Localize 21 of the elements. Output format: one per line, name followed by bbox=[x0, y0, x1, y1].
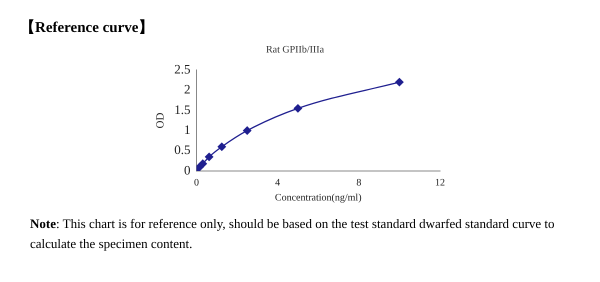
y-tick-label: 0.5 bbox=[174, 142, 190, 158]
x-tick-label: 0 bbox=[194, 178, 199, 189]
point bbox=[204, 152, 214, 162]
y-tick-label: 0 bbox=[184, 162, 190, 178]
point bbox=[198, 160, 207, 168]
point bbox=[395, 78, 404, 86]
point bbox=[243, 126, 252, 135]
chart-title: Rat GPIIb/IIIa bbox=[266, 44, 325, 56]
y-axis-title: OD bbox=[154, 112, 166, 128]
point bbox=[218, 142, 226, 151]
text: Note: This chart is for reference only, should be based on the test standard dwarfed standard curve to calculate the specimen content. bbox=[30, 215, 556, 253]
y-tick-label: 2 bbox=[184, 82, 190, 97]
y-tick-label: 2.5 bbox=[174, 61, 190, 76]
x-tick-label: 8 bbox=[356, 178, 362, 189]
x-tick-label: 12 bbox=[435, 178, 445, 189]
y-tick-label: 1.5 bbox=[174, 102, 190, 117]
point bbox=[294, 104, 302, 113]
text: 【Reference curve】 bbox=[20, 18, 154, 37]
y-tick-label: 1 bbox=[184, 122, 190, 138]
x-tick-label: 4 bbox=[275, 178, 280, 189]
x-axis-title: Concentration(ng/ml) bbox=[274, 192, 362, 204]
